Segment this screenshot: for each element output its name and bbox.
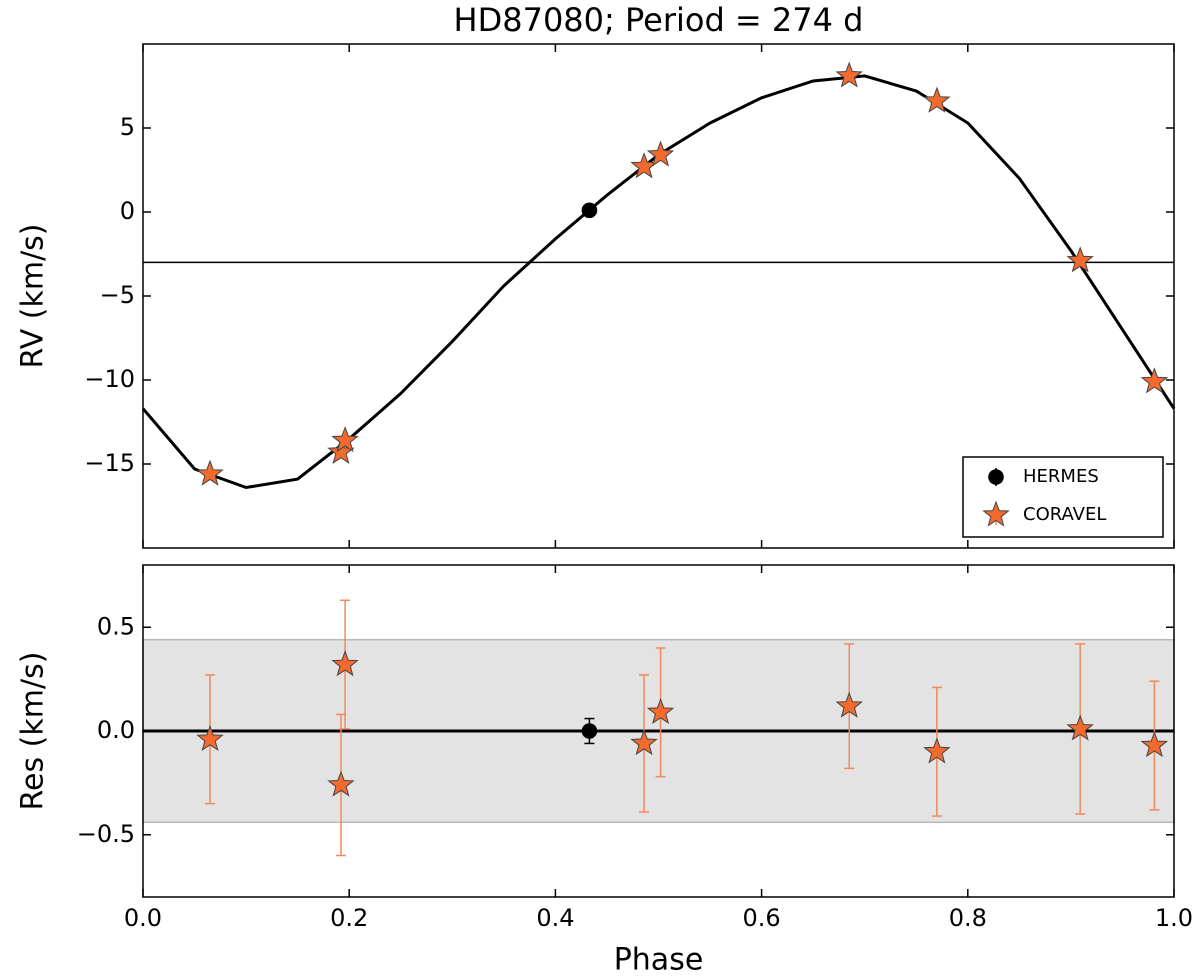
- y-tick-label: 0.0: [97, 716, 135, 744]
- legend-marker: [982, 500, 1010, 527]
- y-axis-label: Res (km/s): [16, 652, 51, 811]
- legend-label: CORAVEL: [1023, 504, 1106, 525]
- x-tick-label: 1.0: [1155, 904, 1193, 932]
- y-tick-label: −15: [84, 449, 135, 477]
- y-tick-label: 0: [120, 197, 135, 225]
- chart-title: HD87080; Period = 274 d: [454, 1, 864, 39]
- data-point: [1066, 246, 1094, 273]
- y-tick-label: 5: [120, 113, 135, 141]
- y-tick-label: −10: [84, 365, 135, 393]
- x-tick-label: 0.0: [124, 904, 162, 932]
- data-point: [331, 426, 359, 453]
- data-point: [835, 691, 863, 718]
- y-tick-label: −5: [100, 281, 135, 309]
- data-point: [581, 202, 598, 219]
- legend-marker: [988, 469, 1004, 485]
- x-axis-label: Phase: [614, 943, 704, 978]
- x-tick-label: 0.6: [743, 904, 781, 932]
- data-point: [630, 729, 658, 756]
- y-axis-label: RV (km/s): [16, 223, 51, 368]
- data-point: [923, 86, 951, 113]
- x-tick-label: 0.4: [536, 904, 574, 932]
- data-point: [1140, 367, 1169, 394]
- data-point: [331, 650, 359, 677]
- data-point: [327, 770, 355, 797]
- data-point: [1066, 714, 1094, 741]
- data-point: [646, 697, 675, 724]
- data-point: [196, 724, 224, 751]
- x-tick-label: 0.8: [949, 904, 987, 932]
- data-point: [646, 140, 675, 167]
- data-point: [1140, 731, 1169, 758]
- model-curve: [141, 74, 1176, 490]
- y-tick-label: −0.5: [77, 820, 135, 848]
- data-point: [835, 61, 863, 88]
- data-point: [923, 737, 951, 764]
- data-point: [196, 459, 224, 486]
- legend-label: HERMES: [1023, 466, 1099, 487]
- y-tick-label: 0.5: [97, 612, 135, 640]
- data-point: [581, 723, 598, 739]
- x-tick-label: 0.2: [330, 904, 368, 932]
